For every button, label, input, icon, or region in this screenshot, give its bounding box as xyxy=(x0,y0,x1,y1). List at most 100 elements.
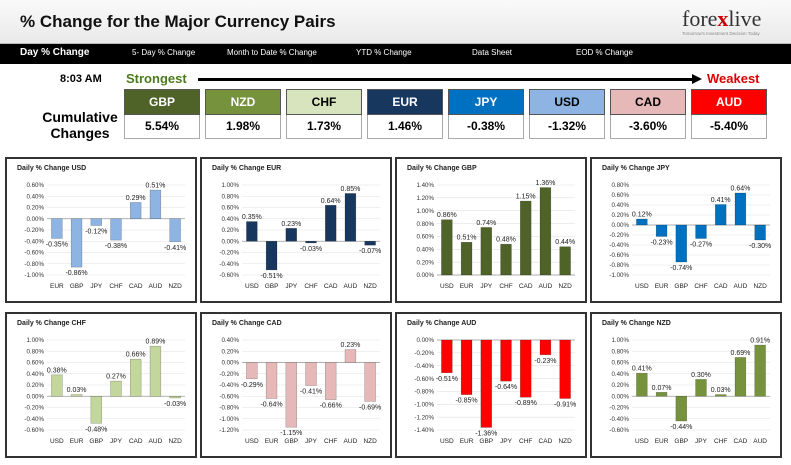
bar-eur xyxy=(655,392,668,397)
data-label: -0.29% xyxy=(241,382,263,389)
y-tick-label: -1.00% xyxy=(219,416,239,423)
data-label: 0.86% xyxy=(437,212,457,219)
y-tick-label: 0.00% xyxy=(26,393,44,400)
currency-cumulative-value: 1.46% xyxy=(367,115,443,139)
currency-cumulative-value: 5.54% xyxy=(124,115,200,139)
data-label: -0.12% xyxy=(85,229,107,236)
currency-code: AUD xyxy=(691,89,767,115)
y-tick-label: -0.20% xyxy=(219,371,239,378)
chart-title: Daily % Change AUD xyxy=(407,320,477,327)
bar-gbp xyxy=(675,396,687,422)
bar-nzd xyxy=(364,362,376,402)
x-tick-label: JPY xyxy=(285,283,298,290)
y-tick-label: -1.20% xyxy=(219,427,239,434)
data-label: -0.38% xyxy=(105,243,127,250)
x-tick-label: CAD xyxy=(539,438,553,445)
y-tick-label: 0.20% xyxy=(26,205,44,212)
bar-cad xyxy=(539,339,552,356)
chart-title: Daily % Change CHF xyxy=(17,320,86,327)
currency-code: JPY xyxy=(448,89,524,115)
x-tick-label: NZD xyxy=(558,283,572,290)
y-tick-label: 0.20% xyxy=(26,382,44,389)
bar-usd xyxy=(636,218,648,226)
y-tick-label: 0.60% xyxy=(416,234,434,241)
x-tick-label: EUR xyxy=(655,283,669,290)
data-label: -1.15% xyxy=(280,430,302,437)
data-label: 1.36% xyxy=(535,180,555,187)
strongest-label: Strongest xyxy=(126,71,187,86)
bar-usd xyxy=(246,362,258,380)
x-tick-label: JPY xyxy=(305,438,318,445)
nav-ytd-change[interactable]: YTD % Change xyxy=(356,48,412,57)
bar-cad xyxy=(734,357,747,397)
data-label: -0.51% xyxy=(436,376,458,383)
y-tick-label: -0.40% xyxy=(414,363,434,370)
data-label: -0.66% xyxy=(320,403,342,410)
bar-gbp xyxy=(480,339,492,428)
x-tick-label: EUR xyxy=(50,283,64,290)
y-tick-label: 1.00% xyxy=(611,337,629,344)
y-tick-label: -0.80% xyxy=(219,405,239,412)
x-tick-label: EUR xyxy=(460,283,474,290)
x-tick-label: AUD xyxy=(149,438,163,445)
x-tick-label: NZD xyxy=(753,283,767,290)
chart-title: Daily % Change CAD xyxy=(212,320,282,327)
currency-code: NZD xyxy=(205,89,281,115)
bar-jpy xyxy=(110,380,122,397)
data-label: -0.03% xyxy=(300,246,322,253)
nav-data-sheet[interactable]: Data Sheet xyxy=(472,48,513,57)
currency-cumulative-value: 1.98% xyxy=(205,115,281,139)
bar-aud xyxy=(149,189,162,219)
chart-svg: 0.60%0.40%0.20%0.00%-0.20%-0.40%-0.60%-0… xyxy=(24,182,186,290)
y-tick-label: 0.00% xyxy=(221,360,239,367)
x-tick-label: NZD xyxy=(363,283,377,290)
x-tick-label: NZD xyxy=(558,438,572,445)
logo-text-x: x xyxy=(717,6,729,31)
bar-aud xyxy=(734,192,747,226)
forexlive-logo[interactable]: forexlive xyxy=(682,6,761,32)
nav-day-change[interactable]: Day % Change xyxy=(20,47,90,58)
x-tick-label: AUD xyxy=(344,438,358,445)
data-label: 0.91% xyxy=(750,338,770,345)
currency-box-gbp: GBP 5.54% xyxy=(124,89,200,139)
y-tick-label: -0.60% xyxy=(609,427,629,434)
nav-month-to-date[interactable]: Month to Date % Change xyxy=(227,48,317,57)
data-label: -0.89% xyxy=(515,400,537,407)
y-tick-label: 0.80% xyxy=(221,193,239,200)
y-tick-label: 0.20% xyxy=(416,259,434,266)
data-label: -0.64% xyxy=(495,384,517,391)
data-label: 0.07% xyxy=(652,385,672,392)
y-tick-label: -0.40% xyxy=(219,261,239,268)
data-label: 0.85% xyxy=(340,186,360,193)
bar-nzd xyxy=(169,396,181,399)
nav-bar: Day % Change 5- Day % Change Month to Da… xyxy=(0,44,791,64)
data-label: 0.23% xyxy=(281,221,301,228)
data-label: 0.23% xyxy=(340,342,360,349)
data-label: -0.48% xyxy=(85,426,107,433)
x-tick-label: CAD xyxy=(324,283,338,290)
bar-cad xyxy=(130,202,142,219)
x-tick-label: EUR xyxy=(70,438,84,445)
bar-nzd xyxy=(364,241,376,246)
data-label: -0.91% xyxy=(554,402,576,409)
data-label: 1.15% xyxy=(516,194,536,201)
bar-chf xyxy=(305,241,317,244)
chart-svg: 1.00% 0.80% 0.60% 0.40% 0.20% 0.00% -0.20% -0.4… xyxy=(219,182,381,290)
currency-cumulative-value: -5.40% xyxy=(691,115,767,139)
nav-5day-change[interactable]: 5- Day % Change xyxy=(132,48,196,57)
y-tick-label: -0.60% xyxy=(219,393,239,400)
x-tick-label: NZD xyxy=(363,438,377,445)
bar-jpy xyxy=(500,339,512,382)
y-tick-label: 0.20% xyxy=(221,227,239,234)
bar-usd xyxy=(51,374,63,397)
bar-gbp xyxy=(265,241,278,271)
bar-eur xyxy=(460,241,473,276)
x-tick-label: CHF xyxy=(109,283,122,290)
data-label: 0.41% xyxy=(632,366,652,373)
weakest-label: Weakest xyxy=(707,71,760,86)
y-tick-label: -1.00% xyxy=(414,401,434,408)
currency-box-jpy: JPY -0.38% xyxy=(448,89,524,139)
currency-cumulative-value: -1.32% xyxy=(529,115,605,139)
y-tick-label: -0.60% xyxy=(24,427,44,434)
nav-eod-change[interactable]: EOD % Change xyxy=(576,48,633,57)
